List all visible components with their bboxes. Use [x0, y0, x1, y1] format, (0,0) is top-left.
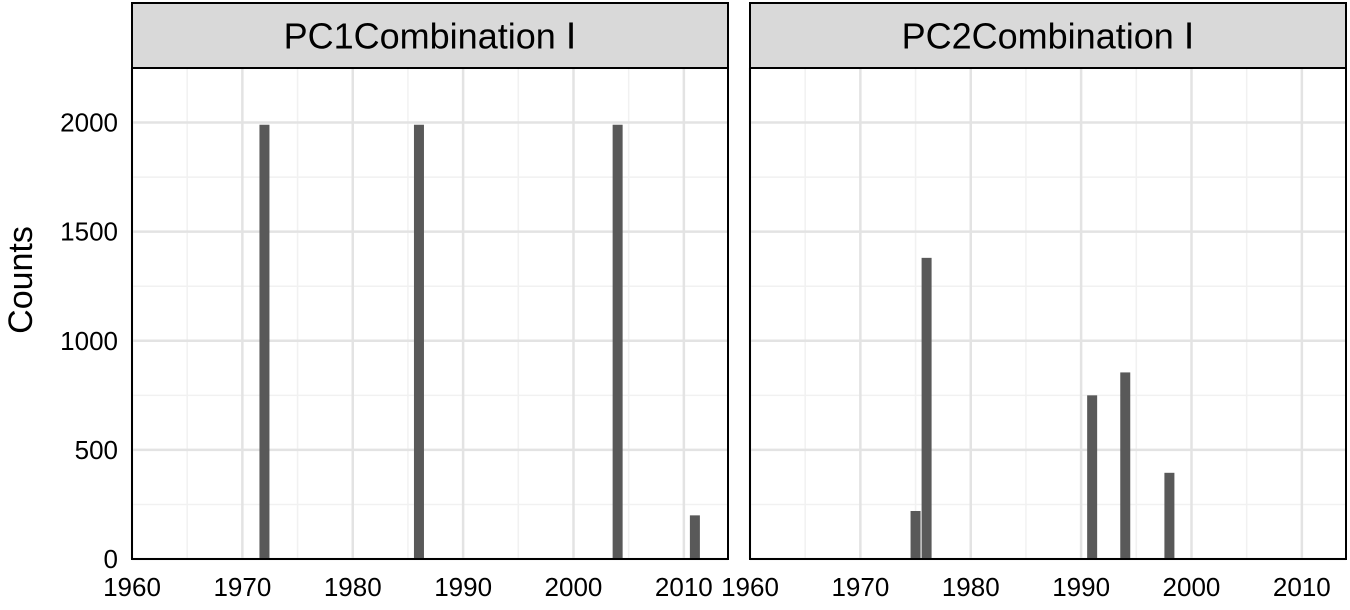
panel-border — [131, 67, 729, 560]
y-tick-label: 1000 — [60, 326, 118, 356]
y-tick-label: 1500 — [60, 217, 118, 247]
x-tick-label: 1970 — [213, 572, 271, 602]
bar — [1087, 395, 1098, 559]
x-tick-label: 2000 — [545, 572, 603, 602]
x-tick-label: 1980 — [324, 572, 382, 602]
panel-title: PC1Combination Ⅰ — [284, 16, 577, 57]
x-tick-label: 1980 — [942, 572, 1000, 602]
bar — [612, 124, 623, 559]
panel-background — [750, 68, 1346, 559]
y-tick-label: 0 — [104, 544, 118, 574]
panel-title: PC2Combination Ⅰ — [902, 16, 1195, 57]
x-tick-label: 1990 — [434, 572, 492, 602]
bar — [1164, 472, 1175, 559]
y-tick-label: 2000 — [60, 108, 118, 138]
bar — [413, 124, 424, 559]
x-tick-label: 1960 — [721, 572, 779, 602]
x-tick-label: 1960 — [103, 572, 161, 602]
bar — [910, 510, 921, 559]
panel-background — [132, 68, 728, 559]
bar — [921, 257, 932, 559]
bar — [1120, 372, 1131, 559]
bar — [689, 515, 700, 559]
y-axis-label: Counts — [2, 226, 40, 334]
bar — [259, 124, 270, 559]
panel-border — [749, 67, 1347, 560]
y-tick-label: 500 — [75, 435, 118, 465]
panel-strip — [749, 2, 1347, 69]
panel-strip — [131, 2, 729, 69]
x-tick-label: 2010 — [1273, 572, 1331, 602]
x-tick-label: 2010 — [655, 572, 713, 602]
x-tick-label: 1990 — [1052, 572, 1110, 602]
x-tick-label: 1970 — [831, 572, 889, 602]
x-tick-label: 2000 — [1163, 572, 1221, 602]
